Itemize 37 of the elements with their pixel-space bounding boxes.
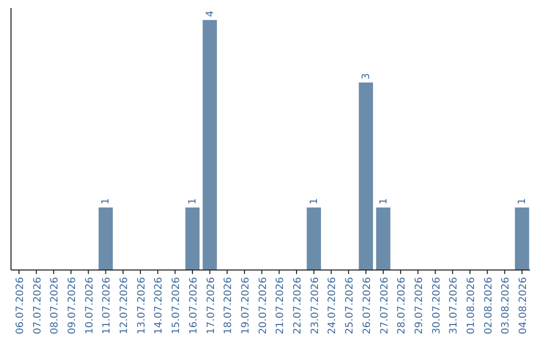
data-label: 4: [204, 10, 216, 17]
x-tick-label: 21.07.2026: [275, 277, 286, 334]
data-label: 1: [378, 198, 390, 204]
x-tick-label: 10.07.2026: [84, 277, 96, 334]
x-tick-label: 25.07.2026: [344, 277, 356, 334]
x-tick-label: 23.07.2026: [310, 277, 321, 334]
x-tick-label: 13.07.2026: [136, 277, 148, 334]
x-tick-label: 14.07.2026: [154, 277, 165, 334]
x-tick-label: 18.07.2026: [223, 277, 234, 334]
x-tick-label: 26.07.2026: [362, 277, 373, 334]
x-tick-label: 27.07.2026: [379, 277, 390, 334]
data-label: 3: [360, 73, 372, 80]
x-tick-label: 29.07.2026: [414, 277, 425, 334]
x-tick-label: 20.07.2026: [258, 277, 269, 334]
x-tick-label: 19.07.2026: [240, 277, 252, 334]
x-tick-label: 08.07.2026: [50, 277, 61, 334]
x-tick-label: 15.07.2026: [171, 277, 182, 334]
data-label: 1: [517, 198, 528, 204]
x-tick-label: 31.07.2026: [448, 277, 460, 334]
data-label: 1: [187, 198, 198, 204]
x-tick-label: 12.07.2026: [119, 277, 130, 334]
x-tick-label: 11.07.2026: [102, 277, 113, 334]
data-label: 1: [100, 198, 112, 204]
x-tick-label: 02.08.2026: [483, 277, 494, 334]
x-tick-label: 28.07.2026: [396, 277, 408, 334]
x-tick-label: 16.07.2026: [188, 277, 200, 334]
x-tick-label: 17.07.2026: [206, 277, 217, 334]
x-tick-label: 07.07.2026: [32, 277, 44, 334]
x-tick-label: 04.08.2026: [518, 277, 530, 334]
x-tick-label: 03.08.2026: [500, 277, 512, 334]
x-tick-label: 09.07.2026: [67, 277, 78, 334]
data-label: 1: [308, 198, 320, 204]
x-tick-label: 30.07.2026: [431, 277, 442, 334]
x-tick-label: 22.07.2026: [292, 277, 304, 334]
x-tick-label: 01.08.2026: [466, 277, 477, 334]
x-tick-label: 06.07.2026: [14, 277, 26, 334]
x-tick-label: 24.07.2026: [327, 277, 338, 334]
